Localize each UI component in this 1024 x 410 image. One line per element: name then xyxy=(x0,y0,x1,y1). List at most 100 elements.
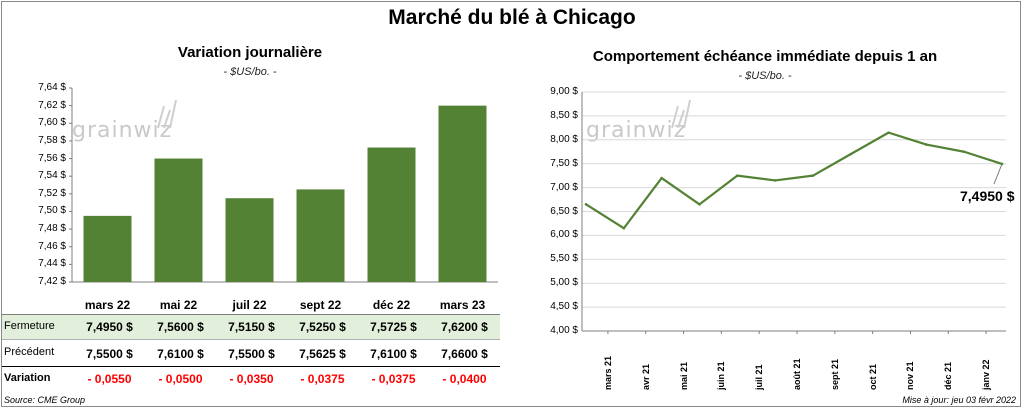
right-chart-title: Comportement échéance immédiate depuis 1… xyxy=(592,48,938,65)
right-ytick-label: 8,50 $ xyxy=(550,109,578,121)
right-ytick-label: 5,50 $ xyxy=(550,253,578,265)
x-category-label: déc 22 xyxy=(372,298,411,312)
left-ytick-label: 7,58 $ xyxy=(38,134,66,146)
right-ytick-label: 7,50 $ xyxy=(550,157,578,169)
left-ytick-label: 7,46 $ xyxy=(38,240,66,252)
change-value: - 0,0375 xyxy=(300,372,345,386)
month-label: mars 21 xyxy=(602,355,613,390)
change-value: - 0,0375 xyxy=(371,372,416,386)
right-ytick-label: 7,00 $ xyxy=(550,181,578,193)
right-ytick-label: 6,00 $ xyxy=(550,229,578,241)
previous-value: 7,5625 $ xyxy=(299,347,346,361)
left-ytick-label: 7,42 $ xyxy=(38,276,66,287)
change-value: - 0,0350 xyxy=(229,372,274,386)
left-ytick-label: 7,50 $ xyxy=(38,205,66,217)
left-ytick-label: 7,62 $ xyxy=(38,99,66,111)
month-label: sept 21 xyxy=(829,358,840,390)
price-point xyxy=(925,143,928,146)
bar xyxy=(225,198,274,282)
row-label-close: Fermeture xyxy=(4,320,55,332)
watermark-mark xyxy=(169,99,177,129)
bar xyxy=(438,105,487,283)
price-point xyxy=(584,203,588,206)
left-ytick-label: 7,52 $ xyxy=(38,187,66,199)
price-point xyxy=(660,176,663,180)
x-category-label: mars 22 xyxy=(84,298,131,312)
price-point xyxy=(811,174,815,177)
watermark-mark xyxy=(677,109,685,129)
left-ytick-label: 7,60 $ xyxy=(38,117,66,129)
price-point xyxy=(698,203,701,206)
x-category-label: juil 22 xyxy=(232,298,267,312)
previous-value: 7,6100 $ xyxy=(370,347,417,361)
right-ytick-label: 6,50 $ xyxy=(550,205,578,217)
left-ytick-label: 7,64 $ xyxy=(38,82,66,93)
watermark-mark xyxy=(163,109,171,129)
month-label: déc 21 xyxy=(943,361,954,390)
price-point xyxy=(849,152,853,156)
close-value: 7,5150 $ xyxy=(228,320,275,334)
close-value: 7,5250 $ xyxy=(299,320,346,334)
price-point xyxy=(735,174,739,177)
row-close: Fermeture xyxy=(2,314,500,340)
left-chart-unit: - $US/bo. - xyxy=(223,66,277,78)
bar xyxy=(367,147,416,282)
change-value: - 0,0400 xyxy=(442,372,487,386)
right-ytick-label: 9,00 $ xyxy=(550,86,578,97)
close-value: 7,4950 $ xyxy=(86,320,133,334)
price-point xyxy=(887,131,890,134)
month-label: oct 21 xyxy=(867,363,878,390)
row-label-previous: Précédent xyxy=(4,346,55,358)
month-label: août 21 xyxy=(792,358,802,390)
close-value: 7,5600 $ xyxy=(157,320,204,334)
right-ytick-label: 5,00 $ xyxy=(550,277,578,289)
month-label: juil 21 xyxy=(754,364,765,390)
price-point xyxy=(962,150,966,154)
price-line xyxy=(585,131,1003,230)
bar xyxy=(154,158,203,282)
right-ytick-label: 4,50 $ xyxy=(550,301,578,313)
previous-value: 7,5500 $ xyxy=(228,347,275,361)
close-value: 7,5725 $ xyxy=(370,320,417,334)
previous-value: 7,6100 $ xyxy=(157,347,204,361)
updated-note: Mise à jour: jeu 03 févr 2022 xyxy=(902,395,1016,405)
previous-value: 7,5500 $ xyxy=(86,347,133,361)
last-value-label: 7,4950 $ xyxy=(960,188,1015,204)
change-value: - 0,0500 xyxy=(158,372,203,386)
source-note: Source: CME Group xyxy=(4,395,86,405)
x-category-label: sept 22 xyxy=(299,298,342,312)
month-label: nov 21 xyxy=(905,361,916,390)
left-watermark: grainwiz xyxy=(72,118,173,143)
left-ytick-label: 7,56 $ xyxy=(38,152,66,164)
price-point xyxy=(622,226,626,230)
left-ytick-label: 7,48 $ xyxy=(38,223,66,235)
watermark-mark xyxy=(157,105,165,129)
watermark-mark xyxy=(683,99,691,129)
month-label: mai 21 xyxy=(678,361,689,390)
right-watermark: grainwiz xyxy=(586,118,687,143)
month-label: janv 22 xyxy=(981,359,992,390)
right-chart-unit: - $US/bo. - xyxy=(738,70,792,82)
month-label: juin 21 xyxy=(716,361,727,390)
watermark-mark xyxy=(671,105,679,129)
close-value: 7,6200 $ xyxy=(441,320,488,334)
month-label: avr 21 xyxy=(640,363,651,390)
previous-value: 7,6600 $ xyxy=(441,347,488,361)
left-ytick-label: 7,44 $ xyxy=(38,258,66,270)
row-previous: Précédent xyxy=(2,341,500,365)
left-chart-title: Variation journalière xyxy=(177,44,323,61)
price-point xyxy=(773,179,777,182)
bar xyxy=(296,189,345,282)
x-category-label: mai 22 xyxy=(159,298,198,312)
bar xyxy=(83,215,132,282)
row-label-change: Variation xyxy=(4,372,51,384)
right-ytick-label: 8,00 $ xyxy=(550,133,578,145)
x-category-label: mars 23 xyxy=(439,298,486,312)
main-title: Marché du blé à Chicago xyxy=(388,6,636,29)
left-ytick-label: 7,54 $ xyxy=(38,170,66,182)
row-change: Variation xyxy=(2,366,500,391)
change-value: - 0,0550 xyxy=(87,372,132,386)
